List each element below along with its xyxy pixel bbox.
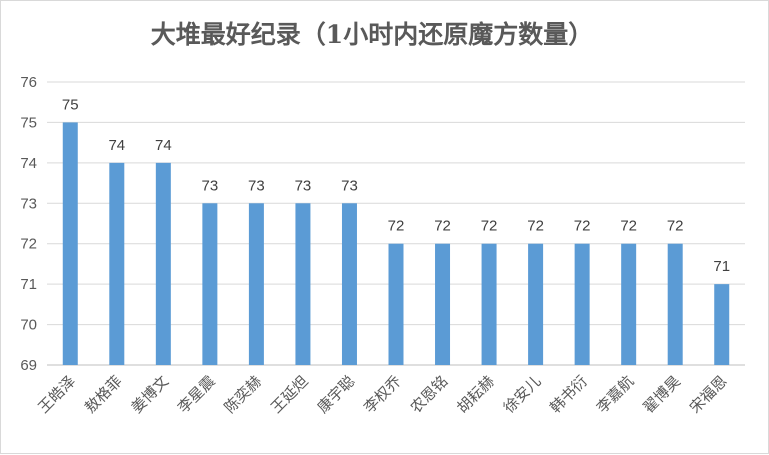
data-label: 74 — [108, 137, 125, 154]
bar — [667, 243, 683, 365]
bar — [435, 243, 451, 365]
bar — [248, 203, 264, 365]
data-label: 74 — [155, 137, 172, 154]
x-category-label: 李嘉航 — [593, 372, 638, 417]
x-category-label: 李权乔 — [360, 372, 405, 417]
data-label: 73 — [295, 177, 312, 194]
data-label: 72 — [434, 218, 451, 235]
bar — [714, 284, 730, 365]
data-label: 75 — [62, 96, 79, 113]
x-category-label: 王延炟 — [267, 372, 312, 417]
data-labels: 75 74 74 73 73 73 73 72 72 72 72 72 72 72 71 — [62, 96, 730, 275]
data-label: 73 — [248, 177, 265, 194]
bar — [341, 203, 357, 365]
bar — [388, 243, 404, 365]
data-label: 72 — [481, 218, 498, 235]
y-axis-ticks: 69 70 71 72 73 74 75 76 — [20, 74, 37, 374]
x-category-label: 徐安儿 — [500, 372, 545, 417]
y-tick-label: 73 — [20, 195, 37, 212]
x-category-label: 姜博文 — [128, 372, 173, 417]
data-label: 72 — [667, 218, 684, 235]
y-tick-label: 70 — [20, 317, 37, 334]
data-label: 73 — [202, 177, 219, 194]
y-tick-label: 69 — [20, 357, 37, 374]
x-category-label: 康宇聪 — [314, 372, 359, 417]
x-category-label: 王皓泽 — [35, 372, 80, 417]
data-label: 72 — [620, 218, 637, 235]
bars — [62, 122, 730, 365]
bar — [62, 122, 78, 365]
y-tick-label: 76 — [20, 74, 37, 91]
bar — [109, 162, 125, 365]
data-label: 72 — [527, 218, 544, 235]
x-category-label: 韩书衍 — [546, 372, 591, 417]
data-label: 73 — [341, 177, 358, 194]
bar — [574, 243, 590, 365]
data-label: 71 — [713, 258, 730, 275]
bar — [528, 243, 544, 365]
bar — [295, 203, 311, 365]
bar — [621, 243, 637, 365]
y-tick-label: 72 — [20, 236, 37, 253]
x-category-label: 翟博昊 — [639, 372, 684, 417]
data-label: 72 — [574, 218, 591, 235]
y-tick-label: 71 — [20, 276, 37, 293]
y-tick-label: 74 — [20, 155, 37, 172]
x-axis-categories: 王皓泽 敖格菲 姜博文 李星震 陈奕赫 王延炟 康宇聪 李权乔 农恩铭 胡耘赫 徐安儿 韩书衍 李嘉航翟… — [35, 372, 731, 417]
y-tick-label: 75 — [20, 114, 37, 131]
bar — [155, 162, 171, 365]
chart-title: 大堆最好纪录（1小时内还原魔方数量） — [151, 20, 593, 49]
x-category-label: 李星震 — [174, 372, 219, 417]
x-category-label: 陈奕赫 — [221, 372, 266, 417]
bar — [202, 203, 218, 365]
x-category-label: 敖格菲 — [81, 372, 126, 417]
x-category-label: 胡耘赫 — [453, 372, 498, 417]
data-label: 72 — [388, 218, 405, 235]
x-category-label: 宋福恩 — [686, 372, 731, 417]
x-category-label: 农恩铭 — [407, 372, 452, 417]
bar — [481, 243, 497, 365]
